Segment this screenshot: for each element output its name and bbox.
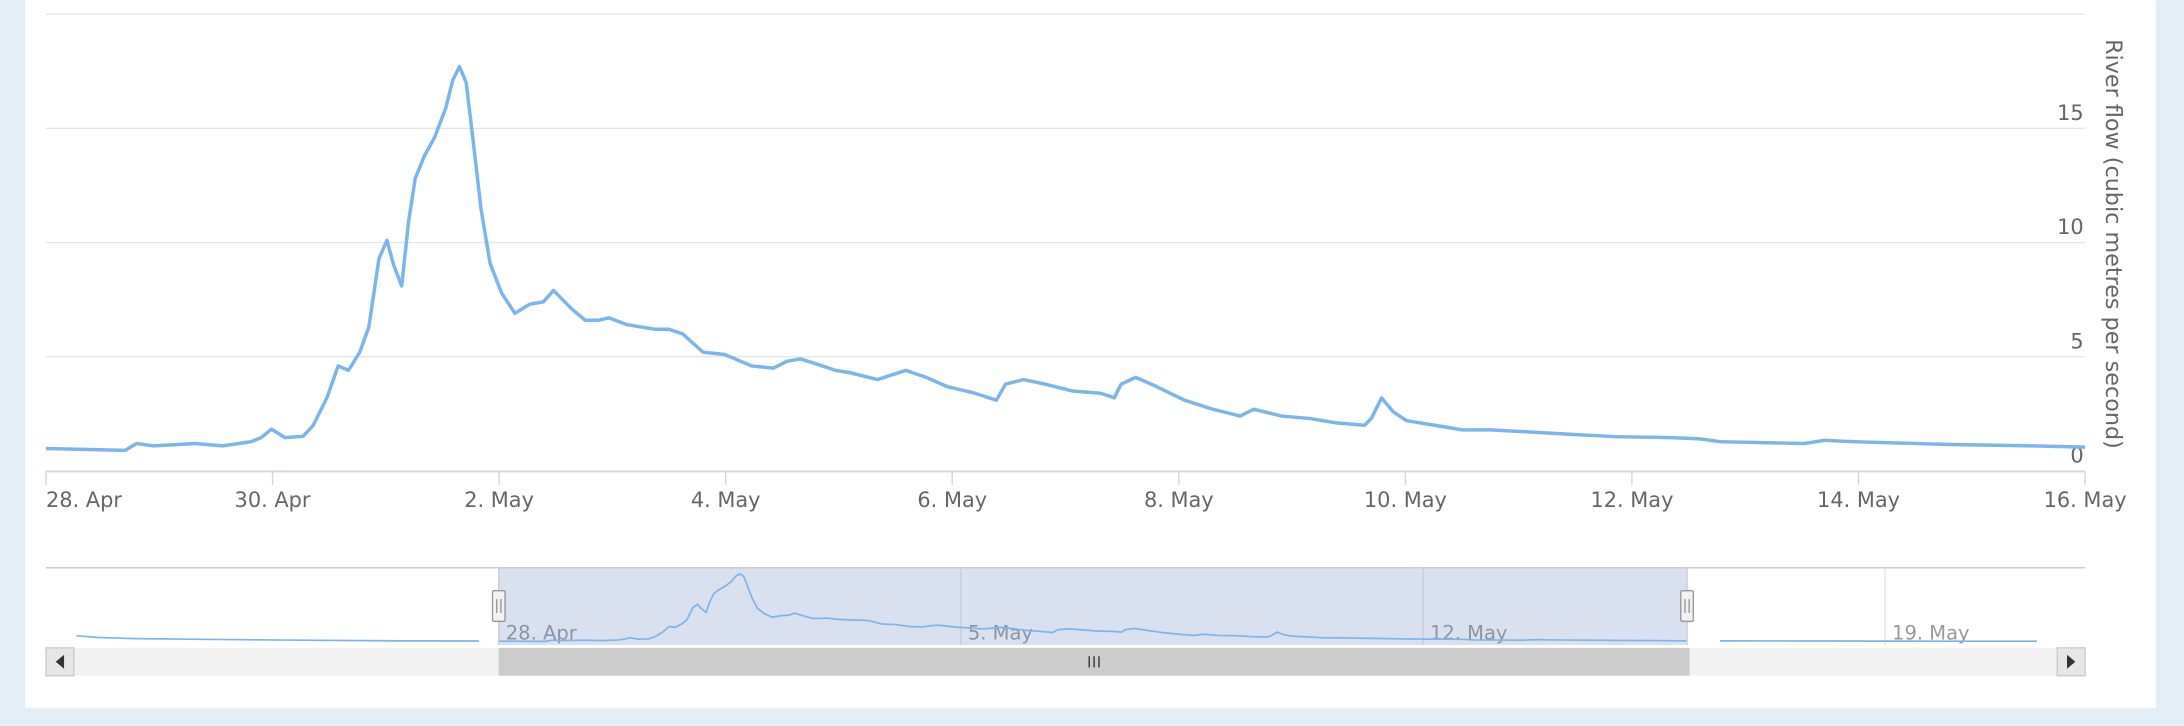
- navigator-tick-label: 28. Apr: [506, 621, 578, 644]
- y-axis-title: River flow (cubic metres per second): [2100, 39, 2126, 449]
- y-tick-label: 15: [2057, 101, 2084, 125]
- plot: [45, 64, 2086, 453]
- x-tick-label: 14. May: [1817, 488, 1900, 512]
- chart-background: [25, 0, 2157, 708]
- x-tick-label: 2. May: [464, 488, 534, 512]
- x-tick-label: 16. May: [2044, 488, 2127, 512]
- arrow-right: [2067, 654, 2076, 669]
- x-tick-label: 28. Apr: [46, 488, 122, 512]
- x-tick-label: 10. May: [1364, 488, 1447, 512]
- scrollbar[interactable]: [45, 647, 2086, 677]
- navigator-tick-label: 5. May: [968, 621, 1033, 644]
- y-tick-label: 5: [2070, 329, 2083, 353]
- handle-grip: [1684, 599, 1690, 614]
- navigator-mask: [498, 568, 1688, 646]
- data-line: [45, 64, 2086, 453]
- y-tick-label: 0: [2070, 444, 2083, 468]
- x-tick-label: 4. May: [691, 488, 761, 512]
- navigator-line: [76, 634, 480, 642]
- x-tick-label: 12. May: [1590, 488, 1673, 512]
- navigator-handle[interactable]: [1680, 590, 1695, 623]
- navigator-tick-label: 19. May: [1892, 621, 1970, 644]
- navigator-line: [498, 572, 1688, 643]
- arrow-left: [55, 654, 65, 669]
- x-tick-label: 8. May: [1144, 488, 1214, 512]
- navigator-handle[interactable]: [491, 590, 506, 623]
- handle-grip: [496, 599, 502, 614]
- x-tick-label: 6. May: [917, 488, 987, 512]
- x-tick-label: 30. Apr: [235, 488, 311, 512]
- y-tick-label: 10: [2057, 215, 2084, 239]
- thumb-grip: [1088, 656, 1100, 668]
